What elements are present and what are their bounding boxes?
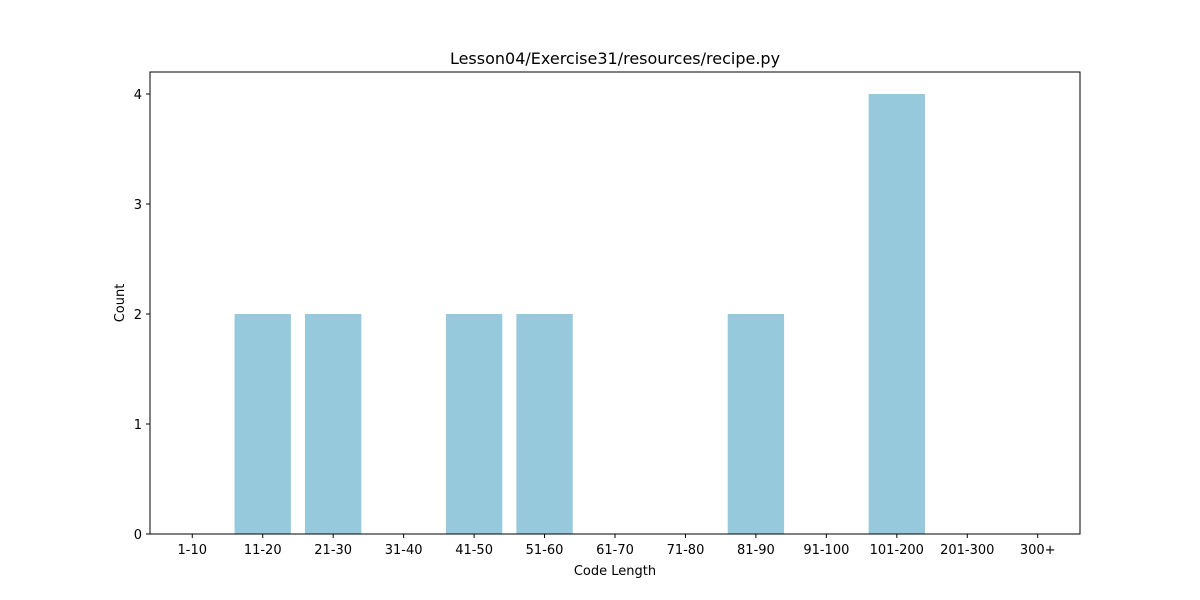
bars-group xyxy=(234,94,925,534)
x-tick-label: 41-50 xyxy=(455,543,493,558)
y-tick-label: 4 xyxy=(134,88,142,103)
bar-101-200 xyxy=(868,94,925,534)
x-tick-label: 300+ xyxy=(1020,543,1056,558)
x-axis: 1-10 11-20 21-30 31-40 41-50 51-60 61-70 71-80 8… xyxy=(178,534,1056,558)
x-tick-label: 31-40 xyxy=(385,543,423,558)
bar-41-50 xyxy=(445,314,503,534)
y-tick-label: 0 xyxy=(134,528,142,543)
chart-title: Lesson04/Exercise31/resources/recipe.py xyxy=(450,49,780,68)
x-axis-label: Code Length xyxy=(574,564,656,579)
x-tick-label: 71-80 xyxy=(667,543,705,558)
y-axis: 0 1 2 3 4 xyxy=(134,88,150,543)
x-tick-label: 101-200 xyxy=(870,543,924,558)
bar-21-30 xyxy=(305,314,362,534)
plot-frame xyxy=(149,71,1081,535)
bar-51-60 xyxy=(516,314,573,534)
y-tick-label: 3 xyxy=(134,198,142,213)
y-tick-label: 2 xyxy=(134,308,142,323)
bar-11-20 xyxy=(234,314,291,534)
x-tick-label: 91-100 xyxy=(803,543,849,558)
y-axis-label: Count xyxy=(113,284,128,323)
x-tick-label: 1-10 xyxy=(178,543,208,558)
x-tick-label: 81-90 xyxy=(737,543,775,558)
x-tick-label: 61-70 xyxy=(596,543,634,558)
x-tick-label: 11-20 xyxy=(244,543,282,558)
y-tick-label: 1 xyxy=(134,418,142,433)
x-tick-label: 201-300 xyxy=(940,543,994,558)
bar-81-90 xyxy=(727,314,785,534)
x-tick-label: 51-60 xyxy=(526,543,564,558)
x-tick-label: 21-30 xyxy=(314,543,352,558)
